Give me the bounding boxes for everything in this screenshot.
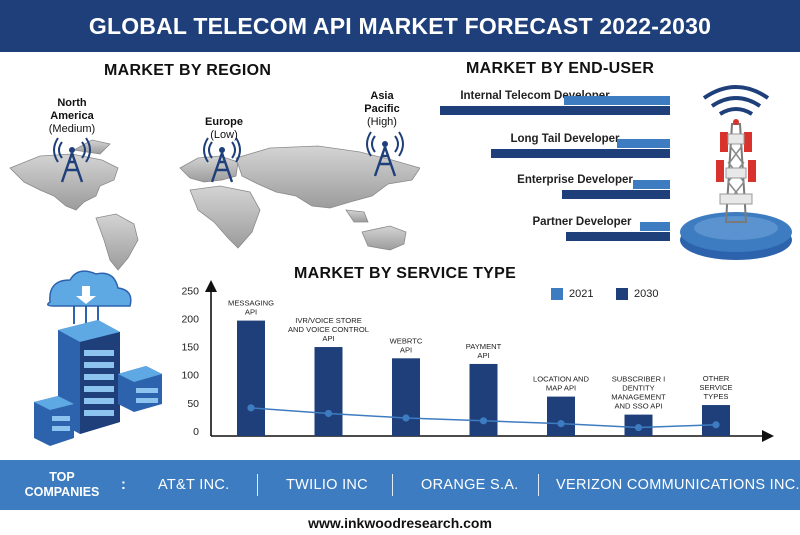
region-label-north-america: North America (Medium): [36, 97, 108, 136]
region-name: Asia Pacific: [364, 90, 400, 115]
region-level: (Low): [210, 129, 238, 141]
europe-tower-icon: [203, 137, 241, 183]
y-tick-label: 50: [187, 398, 199, 410]
company-name: VERIZON COMMUNICATIONS INC.: [556, 477, 800, 493]
x-axis-arrow: [762, 430, 774, 442]
end-user-bar-2030: [440, 106, 670, 115]
category-label: MANAGEMENT: [611, 393, 666, 402]
category-label: API: [245, 308, 257, 317]
category-label: AND VOICE CONTROL: [288, 325, 369, 334]
end-user-bar-2021: [617, 139, 670, 148]
asia-pacific-tower-icon: [366, 131, 404, 177]
end-user-bar-2030: [562, 190, 670, 199]
end-user-bar-2030: [566, 232, 670, 241]
legend-label-2021: 2021: [569, 288, 594, 300]
point-2021: [247, 404, 255, 412]
y-tick-label: 0: [193, 426, 199, 438]
company-divider: [392, 474, 393, 496]
end-user-label-enterprise: Enterprise Developer: [517, 174, 633, 186]
company-name: AT&T INC.: [158, 477, 230, 493]
y-tick-label: 200: [181, 313, 199, 325]
category-label: DENTITY: [622, 384, 655, 393]
y-tick-label: 150: [181, 342, 199, 354]
top-companies-colon: :: [121, 477, 127, 493]
service-title: MARKET BY SERVICE TYPE: [294, 265, 517, 282]
category-label: SUBSCRIBER I: [612, 375, 666, 384]
category-label: MAP API: [546, 384, 576, 393]
category-label: API: [477, 351, 489, 360]
y-tick-label: 100: [181, 370, 199, 382]
category-label: PAYMENT: [466, 342, 502, 351]
point-2021: [324, 409, 333, 418]
end-user-label-partner: Partner Developer: [532, 216, 632, 228]
region-level: (High): [367, 116, 397, 128]
end-user-bar-2030: [491, 149, 670, 158]
bar-2030: [702, 405, 730, 436]
telecom-tower-illustration: [680, 85, 792, 260]
y-axis-arrow: [205, 280, 217, 292]
point-2021: [557, 420, 565, 428]
top-companies-label: TOP COMPANIES: [14, 470, 110, 500]
legend-label-2030: 2030: [634, 288, 659, 300]
north-america-tower-icon: [53, 137, 91, 183]
category-label: API: [400, 345, 412, 354]
bar-2030: [547, 396, 575, 436]
website-url: www.inkwoodresearch.com: [308, 515, 492, 531]
world-map: [9, 139, 420, 271]
region-label-asia-pacific: Asia Pacific (High): [354, 90, 410, 129]
point-2021: [402, 414, 410, 422]
point-2021: [479, 417, 488, 425]
bar-2030: [469, 363, 498, 436]
page-title: GLOBAL TELECOM API MARKET FORECAST 2022-…: [0, 0, 800, 52]
bar-2030: [392, 358, 420, 436]
region-level: (Medium): [48, 123, 96, 135]
end-user-label-long-tail: Long Tail Developer: [510, 133, 620, 145]
top-companies-label-line2: COMPANIES: [24, 485, 100, 499]
category-label: WEBRTC: [390, 336, 423, 345]
y-tick-label: 250: [181, 285, 199, 297]
bar-2030: [314, 347, 343, 436]
category-label: API: [322, 334, 334, 343]
end-user-title: MARKET BY END-USER: [466, 60, 655, 77]
region-name: Europe: [205, 116, 243, 128]
company-name: TWILIO INC: [286, 477, 368, 493]
category-label: LOCATION AND: [533, 375, 589, 384]
category-label: TYPES: [704, 392, 729, 401]
end-user-bar-2021: [564, 96, 670, 105]
category-label: OTHER: [703, 374, 730, 383]
region-title: MARKET BY REGION: [104, 62, 272, 79]
company-divider: [257, 474, 258, 496]
top-companies-band: [0, 460, 800, 510]
top-companies-label-line1: TOP: [49, 470, 75, 484]
region-name: North America: [50, 97, 94, 122]
cloud-server-illustration: [34, 270, 162, 446]
company-name: ORANGE S.A.: [421, 477, 519, 493]
point-2021: [634, 423, 643, 432]
end-user-bar-2021: [633, 180, 670, 189]
company-divider: [538, 474, 539, 496]
category-label: MESSAGING: [228, 299, 274, 308]
legend-swatch-2021: [551, 288, 563, 300]
category-label: SERVICE: [699, 383, 732, 392]
bar-2030: [237, 320, 265, 436]
end-user-bar-2021: [640, 222, 670, 231]
legend-swatch-2030: [616, 288, 628, 300]
category-label: IVR/VOICE STORE: [295, 316, 362, 325]
point-2021: [712, 421, 720, 429]
category-label: AND SSO API: [614, 402, 662, 411]
region-label-europe: Europe (Low): [194, 116, 254, 142]
